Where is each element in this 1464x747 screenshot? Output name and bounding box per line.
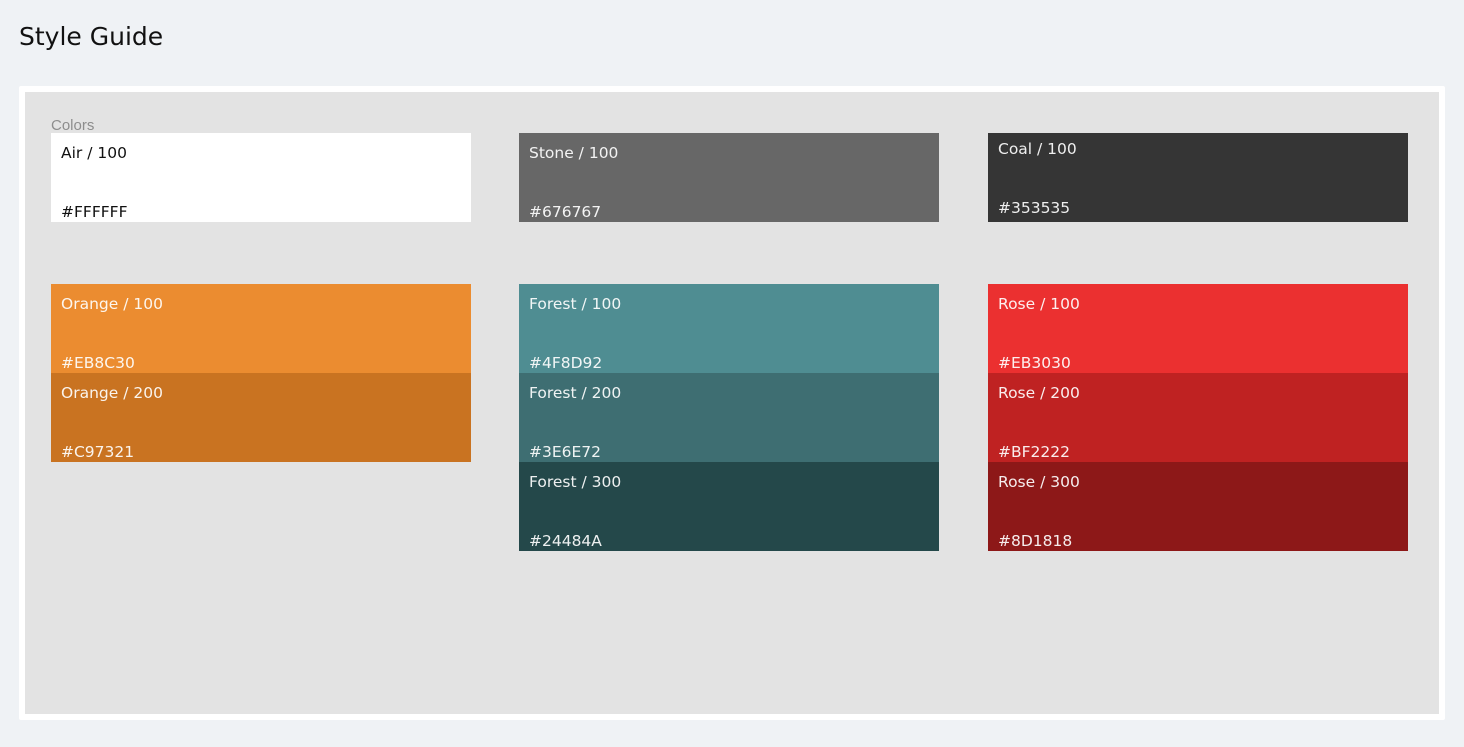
swatch-forest-300[interactable]: Forest / 300 #24484A bbox=[519, 462, 939, 551]
swatch-orange-200[interactable]: Orange / 200 #C97321 bbox=[51, 373, 471, 462]
swatch-name: Rose / 300 bbox=[998, 473, 1080, 491]
swatch-name: Forest / 200 bbox=[529, 384, 622, 402]
swatch-hex: #BF2222 bbox=[998, 443, 1070, 461]
swatch-forest-100[interactable]: Forest / 100 #4F8D92 bbox=[519, 284, 939, 373]
page-title: Style Guide bbox=[19, 22, 164, 51]
swatch-coal-100[interactable]: Coal / 100 #353535 bbox=[988, 133, 1408, 222]
swatch-stone-100[interactable]: Stone / 100 #676767 bbox=[519, 133, 939, 222]
swatch-name: Air / 100 bbox=[61, 144, 127, 162]
swatch-rose-100[interactable]: Rose / 100 #EB3030 bbox=[988, 284, 1408, 373]
swatch-hex: #353535 bbox=[998, 199, 1071, 217]
swatch-forest-200[interactable]: Forest / 200 #3E6E72 bbox=[519, 373, 939, 462]
swatch-name: Orange / 200 bbox=[61, 384, 163, 402]
swatch-hex: #EB3030 bbox=[998, 354, 1071, 372]
swatch-hex: #24484A bbox=[529, 532, 602, 550]
swatch-hex: #C97321 bbox=[61, 443, 135, 461]
swatch-name: Coal / 100 bbox=[998, 140, 1077, 158]
swatch-name: Stone / 100 bbox=[529, 144, 619, 162]
colors-section-label: Colors bbox=[51, 117, 95, 134]
swatch-hex: #8D1818 bbox=[998, 532, 1073, 550]
swatch-hex: #676767 bbox=[529, 203, 602, 221]
swatch-air-100[interactable]: Air / 100 #FFFFFF bbox=[51, 133, 471, 222]
swatch-hex: #EB8C30 bbox=[61, 354, 135, 372]
swatch-name: Rose / 200 bbox=[998, 384, 1080, 402]
swatch-rose-300[interactable]: Rose / 300 #8D1818 bbox=[988, 462, 1408, 551]
swatch-hex: #4F8D92 bbox=[529, 354, 603, 372]
swatch-name: Forest / 300 bbox=[529, 473, 622, 491]
swatch-hex: #FFFFFF bbox=[61, 203, 128, 221]
swatch-name: Forest / 100 bbox=[529, 295, 622, 313]
swatch-name: Orange / 100 bbox=[61, 295, 163, 313]
swatch-hex: #3E6E72 bbox=[529, 443, 602, 461]
swatch-orange-100[interactable]: Orange / 100 #EB8C30 bbox=[51, 284, 471, 373]
swatch-name: Rose / 100 bbox=[998, 295, 1080, 313]
style-guide-frame: Colors Air / 100 #FFFFFF Stone / 100 #67… bbox=[19, 86, 1445, 720]
swatch-rose-200[interactable]: Rose / 200 #BF2222 bbox=[988, 373, 1408, 462]
